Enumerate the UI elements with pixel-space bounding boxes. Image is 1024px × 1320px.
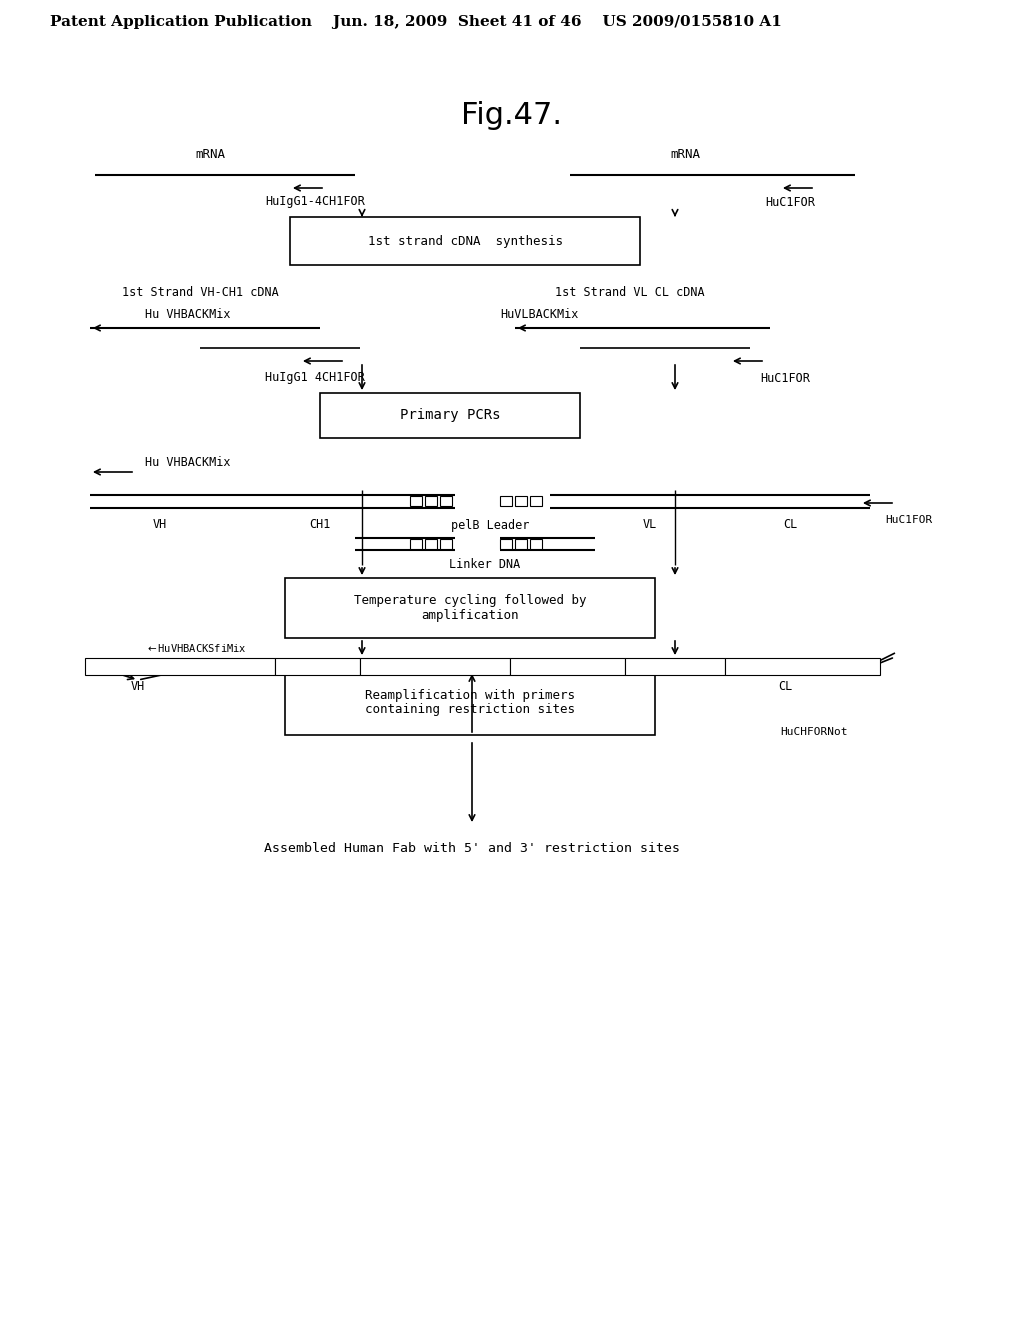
- Bar: [500, 496, 512, 506]
- Text: $\leftarrow$HuVHBACKSfiMix: $\leftarrow$HuVHBACKSfiMix: [145, 642, 247, 653]
- Bar: [285, 671, 655, 735]
- Text: HuIgG1 4CH1FOR: HuIgG1 4CH1FOR: [265, 371, 365, 384]
- Bar: [440, 539, 452, 549]
- Bar: [360, 657, 510, 675]
- Text: Fig.47.: Fig.47.: [462, 100, 562, 129]
- Text: Patent Application Publication    Jun. 18, 2009  Sheet 41 of 46    US 2009/01558: Patent Application Publication Jun. 18, …: [50, 15, 782, 29]
- Text: pelB Leader: pelB Leader: [445, 681, 524, 693]
- Bar: [425, 496, 437, 506]
- Text: HuIgG1-4CH1FOR: HuIgG1-4CH1FOR: [265, 195, 365, 209]
- Text: VL: VL: [643, 519, 657, 532]
- Bar: [275, 657, 360, 675]
- Bar: [290, 216, 640, 265]
- Text: Linker DNA: Linker DNA: [450, 558, 520, 572]
- Text: CH1: CH1: [309, 519, 331, 532]
- Text: HuCHFORNot: HuCHFORNot: [780, 727, 848, 737]
- Text: Temperature cycling followed by
amplification: Temperature cycling followed by amplific…: [353, 594, 587, 622]
- Text: 1st Strand VH-CH1 cDNA: 1st Strand VH-CH1 cDNA: [122, 285, 279, 298]
- Text: CL: CL: [783, 519, 797, 532]
- Text: CH1: CH1: [299, 681, 321, 693]
- Text: 1st strand cDNA  synthesis: 1st strand cDNA synthesis: [368, 235, 562, 248]
- Text: Hu VHBACKMix: Hu VHBACKMix: [145, 309, 230, 322]
- Text: Hu VHBACKMix: Hu VHBACKMix: [145, 455, 230, 469]
- Bar: [510, 657, 625, 675]
- Text: mRNA: mRNA: [195, 149, 225, 161]
- Bar: [515, 539, 527, 549]
- Bar: [85, 657, 275, 675]
- Text: HuC1FOR: HuC1FOR: [760, 371, 810, 384]
- Bar: [725, 657, 880, 675]
- Text: CL: CL: [778, 681, 793, 693]
- Text: pelB Leader: pelB Leader: [451, 519, 529, 532]
- Text: 1st Strand VL CL cDNA: 1st Strand VL CL cDNA: [555, 285, 705, 298]
- Bar: [410, 539, 422, 549]
- Text: VH: VH: [131, 681, 145, 693]
- Bar: [500, 539, 512, 549]
- Bar: [625, 657, 725, 675]
- Bar: [515, 496, 527, 506]
- Bar: [285, 578, 655, 638]
- Text: Primary PCRs: Primary PCRs: [399, 408, 501, 422]
- Bar: [440, 496, 452, 506]
- Text: VL: VL: [638, 681, 652, 693]
- Text: VH: VH: [153, 519, 167, 532]
- Text: HuVLBACKMix: HuVLBACKMix: [500, 309, 579, 322]
- Bar: [530, 539, 542, 549]
- Bar: [410, 496, 422, 506]
- Text: HuC1FOR: HuC1FOR: [765, 195, 815, 209]
- Text: mRNA: mRNA: [670, 149, 700, 161]
- Text: Assembled Human Fab with 5' and 3' restriction sites: Assembled Human Fab with 5' and 3' restr…: [264, 842, 680, 854]
- Text: Reamplification with primers
containing restriction sites: Reamplification with primers containing …: [365, 689, 575, 717]
- Text: HuC1FOR: HuC1FOR: [885, 515, 932, 525]
- Bar: [319, 393, 580, 438]
- Bar: [425, 539, 437, 549]
- Bar: [530, 496, 542, 506]
